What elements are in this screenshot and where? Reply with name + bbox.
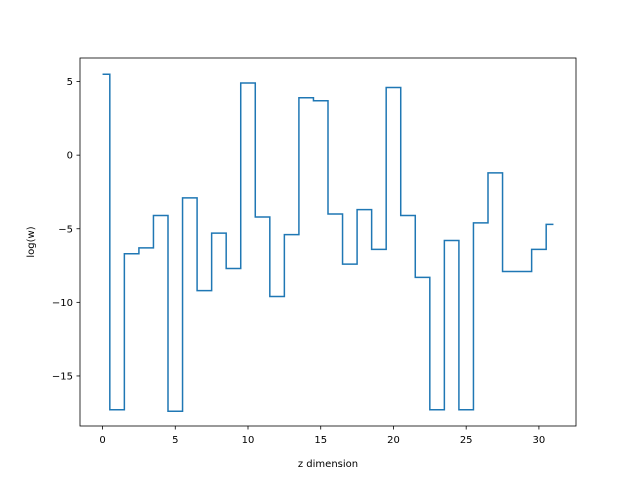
x-tick-label: 5 xyxy=(172,435,178,446)
series-layer xyxy=(102,73,554,413)
x-tick-label: 20 xyxy=(387,435,400,446)
y-tick-label: −15 xyxy=(52,371,73,382)
series-line-0 xyxy=(102,73,554,413)
x-tick-label: 30 xyxy=(533,435,546,446)
x-tick-label: 25 xyxy=(460,435,473,446)
y-tick-label: 0 xyxy=(67,151,73,162)
x-tick-label: 15 xyxy=(314,435,327,446)
x-axis-ticks: 0 5 10 15 20 25 30 xyxy=(99,426,545,446)
x-tick-label: 10 xyxy=(242,435,255,446)
y-axis-ticks: −15 −10 −5 0 5 xyxy=(52,77,80,382)
y-tick-label: −10 xyxy=(52,298,73,309)
plot-frame xyxy=(79,57,577,427)
y-tick-label: 5 xyxy=(67,77,73,88)
x-axis-label: z dimension xyxy=(298,459,358,470)
x-tick-label: 0 xyxy=(99,435,105,446)
y-tick-label: −5 xyxy=(58,224,73,235)
y-axis-label: log(w) xyxy=(26,226,37,257)
